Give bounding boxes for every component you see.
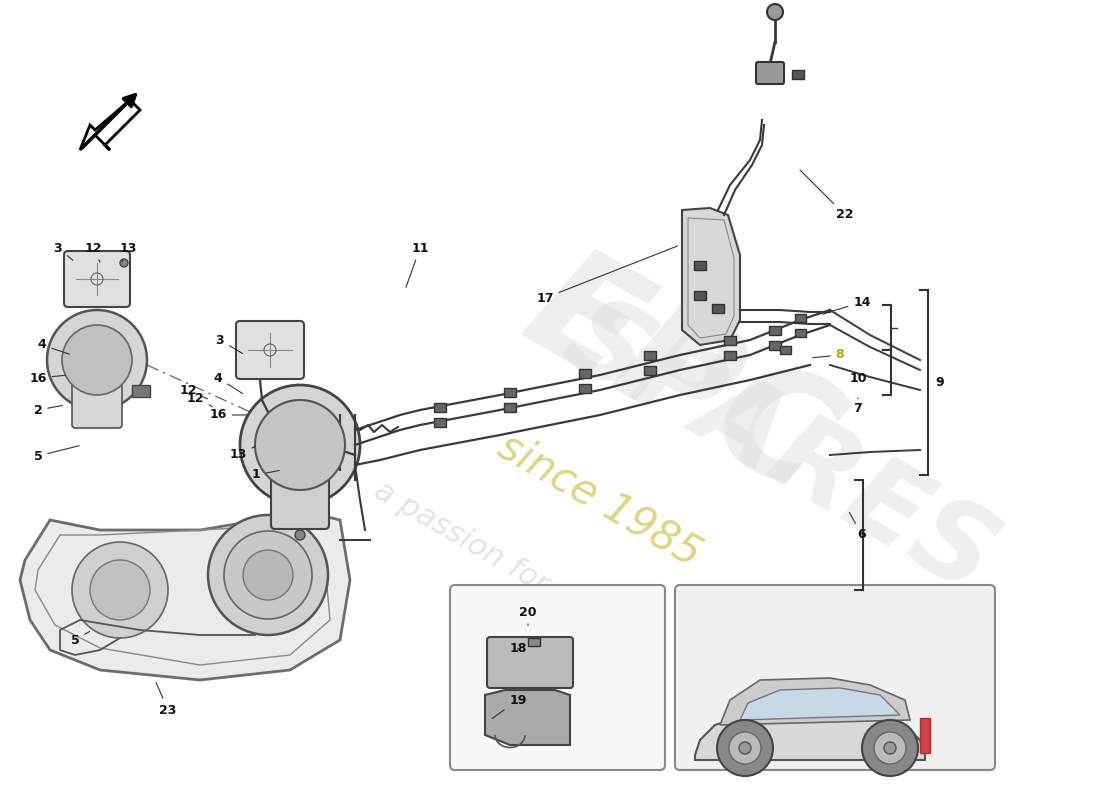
Bar: [644, 366, 656, 374]
Text: a passion for parts: a passion for parts: [370, 476, 630, 644]
FancyBboxPatch shape: [271, 451, 329, 529]
Polygon shape: [695, 707, 925, 760]
Bar: [579, 369, 591, 378]
FancyBboxPatch shape: [236, 321, 304, 379]
Bar: [920, 718, 929, 753]
Bar: [504, 387, 516, 397]
Text: SPARES: SPARES: [546, 284, 1014, 616]
Bar: [769, 341, 781, 350]
Text: 22: 22: [800, 170, 854, 222]
Bar: [434, 402, 446, 411]
Text: 9: 9: [936, 375, 944, 389]
Circle shape: [255, 400, 345, 490]
Text: 11: 11: [406, 242, 429, 287]
Bar: [504, 402, 516, 411]
Bar: [769, 326, 781, 334]
Circle shape: [47, 310, 147, 410]
Text: 4: 4: [37, 338, 69, 354]
Polygon shape: [20, 510, 350, 680]
Bar: [579, 383, 591, 393]
Circle shape: [243, 550, 293, 600]
Polygon shape: [740, 688, 900, 720]
Text: 17: 17: [537, 246, 678, 305]
Text: 20: 20: [519, 606, 537, 626]
Bar: [724, 335, 736, 345]
Circle shape: [717, 720, 773, 776]
Text: 5: 5: [34, 446, 79, 462]
Bar: [132, 385, 150, 397]
Text: 3: 3: [216, 334, 243, 354]
Bar: [528, 638, 540, 646]
Text: 13: 13: [229, 446, 255, 462]
Bar: [780, 346, 791, 354]
Text: 7: 7: [854, 398, 862, 414]
Circle shape: [62, 325, 132, 395]
FancyBboxPatch shape: [487, 637, 573, 688]
Bar: [794, 314, 805, 322]
Text: 12: 12: [85, 242, 101, 262]
FancyBboxPatch shape: [675, 585, 996, 770]
Circle shape: [120, 259, 128, 267]
Text: 1: 1: [252, 469, 279, 482]
Text: 8: 8: [813, 349, 845, 362]
Circle shape: [72, 542, 168, 638]
Text: 16: 16: [30, 371, 65, 385]
Text: 12: 12: [179, 383, 208, 399]
Polygon shape: [682, 208, 740, 345]
Text: 18: 18: [509, 642, 527, 654]
Text: 19: 19: [493, 694, 527, 718]
Circle shape: [729, 732, 761, 764]
Text: 13: 13: [119, 242, 136, 262]
Circle shape: [90, 560, 150, 620]
Text: 12: 12: [186, 391, 212, 406]
Text: 3: 3: [54, 242, 73, 260]
Polygon shape: [485, 690, 570, 745]
Text: 23: 23: [156, 682, 177, 717]
Text: 6: 6: [849, 513, 867, 542]
Circle shape: [295, 530, 305, 540]
Bar: [724, 350, 736, 359]
FancyBboxPatch shape: [64, 251, 130, 307]
Bar: [712, 303, 724, 313]
Circle shape: [767, 4, 783, 20]
Text: since 1985: since 1985: [491, 425, 710, 575]
Polygon shape: [80, 100, 140, 150]
Bar: [694, 261, 706, 270]
Text: 14: 14: [823, 295, 871, 314]
Circle shape: [240, 385, 360, 505]
Text: EPC: EPC: [500, 234, 859, 526]
Text: 2: 2: [34, 403, 63, 417]
FancyBboxPatch shape: [450, 585, 666, 770]
Text: 4: 4: [213, 371, 243, 394]
Text: 16: 16: [209, 409, 248, 422]
Bar: [694, 290, 706, 299]
Bar: [434, 418, 446, 426]
Circle shape: [862, 720, 918, 776]
Text: 5: 5: [70, 631, 89, 646]
Circle shape: [884, 742, 896, 754]
Circle shape: [208, 515, 328, 635]
Bar: [792, 70, 804, 78]
FancyBboxPatch shape: [72, 367, 122, 428]
Text: 10: 10: [849, 371, 867, 385]
Bar: [794, 329, 805, 337]
Circle shape: [874, 732, 906, 764]
FancyBboxPatch shape: [756, 62, 784, 84]
Polygon shape: [720, 678, 910, 725]
Circle shape: [739, 742, 751, 754]
Circle shape: [224, 531, 312, 619]
Bar: [644, 350, 656, 359]
